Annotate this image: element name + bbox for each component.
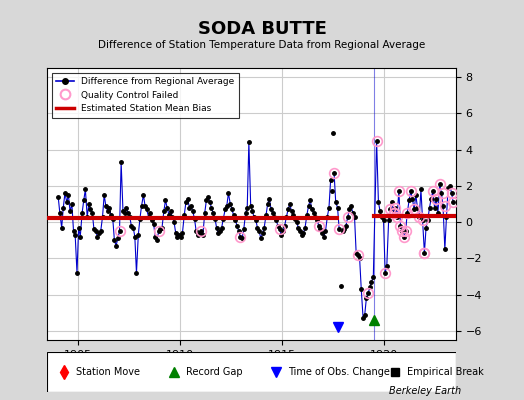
Text: SODA BUTTE: SODA BUTTE — [198, 20, 326, 38]
Text: Record Gap: Record Gap — [186, 367, 243, 377]
Text: Station Move: Station Move — [76, 367, 140, 377]
Text: Berkeley Earth: Berkeley Earth — [389, 386, 461, 396]
Text: Time of Obs. Change: Time of Obs. Change — [288, 367, 390, 377]
Text: Empirical Break: Empirical Break — [407, 367, 484, 377]
Legend: Difference from Regional Average, Quality Control Failed, Estimated Station Mean: Difference from Regional Average, Qualit… — [52, 72, 239, 118]
Text: Difference of Station Temperature Data from Regional Average: Difference of Station Temperature Data f… — [99, 40, 425, 50]
